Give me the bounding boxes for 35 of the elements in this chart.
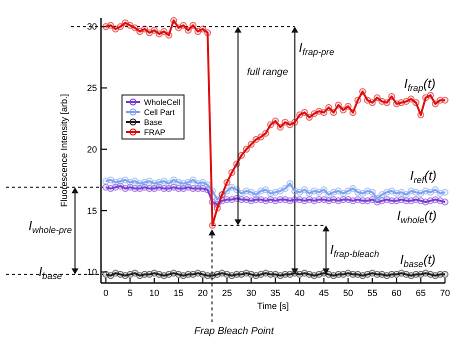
legend-label: WholeCell bbox=[144, 98, 181, 107]
annotation: I$_{frap-bleach}$ bbox=[330, 242, 380, 259]
x-tick-label: 35 bbox=[270, 288, 280, 298]
x-tick-label: 50 bbox=[343, 288, 354, 298]
x-tick-label: 70 bbox=[440, 288, 450, 298]
y-tick-label: 20 bbox=[86, 144, 97, 154]
annotation: I$_{whole}$(t) bbox=[397, 208, 437, 225]
x-tick-label: 10 bbox=[149, 288, 160, 298]
text: I$_{base}$ bbox=[38, 264, 62, 281]
x-axis-title: Time [s] bbox=[257, 301, 289, 311]
annotation: I$_{base}$(t) bbox=[400, 252, 436, 269]
text: I$_{whole-pre}$ bbox=[28, 218, 72, 235]
x-tick-label: 45 bbox=[318, 288, 329, 298]
legend-label: Base bbox=[144, 118, 163, 127]
legend-label: FRAP bbox=[144, 128, 166, 137]
text: Frap Bleach Point bbox=[194, 326, 275, 337]
x-tick-label: 20 bbox=[198, 288, 208, 298]
annotation: I$_{frap}$(t) bbox=[404, 76, 436, 93]
y-tick-label: 25 bbox=[86, 83, 97, 94]
x-tick-label: 55 bbox=[367, 288, 378, 298]
annotation: full range bbox=[247, 67, 289, 78]
x-tick-label: 5 bbox=[128, 288, 133, 298]
x-tick-label: 0 bbox=[103, 288, 108, 298]
x-tick-label: 40 bbox=[294, 288, 305, 298]
legend-label: Cell Part bbox=[144, 108, 176, 117]
x-tick-label: 30 bbox=[246, 288, 256, 298]
y-tick-label: 10 bbox=[86, 267, 97, 278]
y-axis-title: Fluorescence Intensity [arb.] bbox=[59, 94, 69, 208]
ref-line-label: I$_{frap-pre}$ bbox=[298, 40, 334, 57]
x-tick-label: 25 bbox=[222, 288, 232, 298]
y-tick-label: 15 bbox=[86, 206, 97, 216]
x-tick-label: 60 bbox=[392, 288, 402, 298]
annotation: I$_{ref}$(t) bbox=[410, 168, 437, 185]
x-tick-label: 15 bbox=[174, 288, 184, 298]
x-tick-label: 65 bbox=[416, 288, 426, 298]
